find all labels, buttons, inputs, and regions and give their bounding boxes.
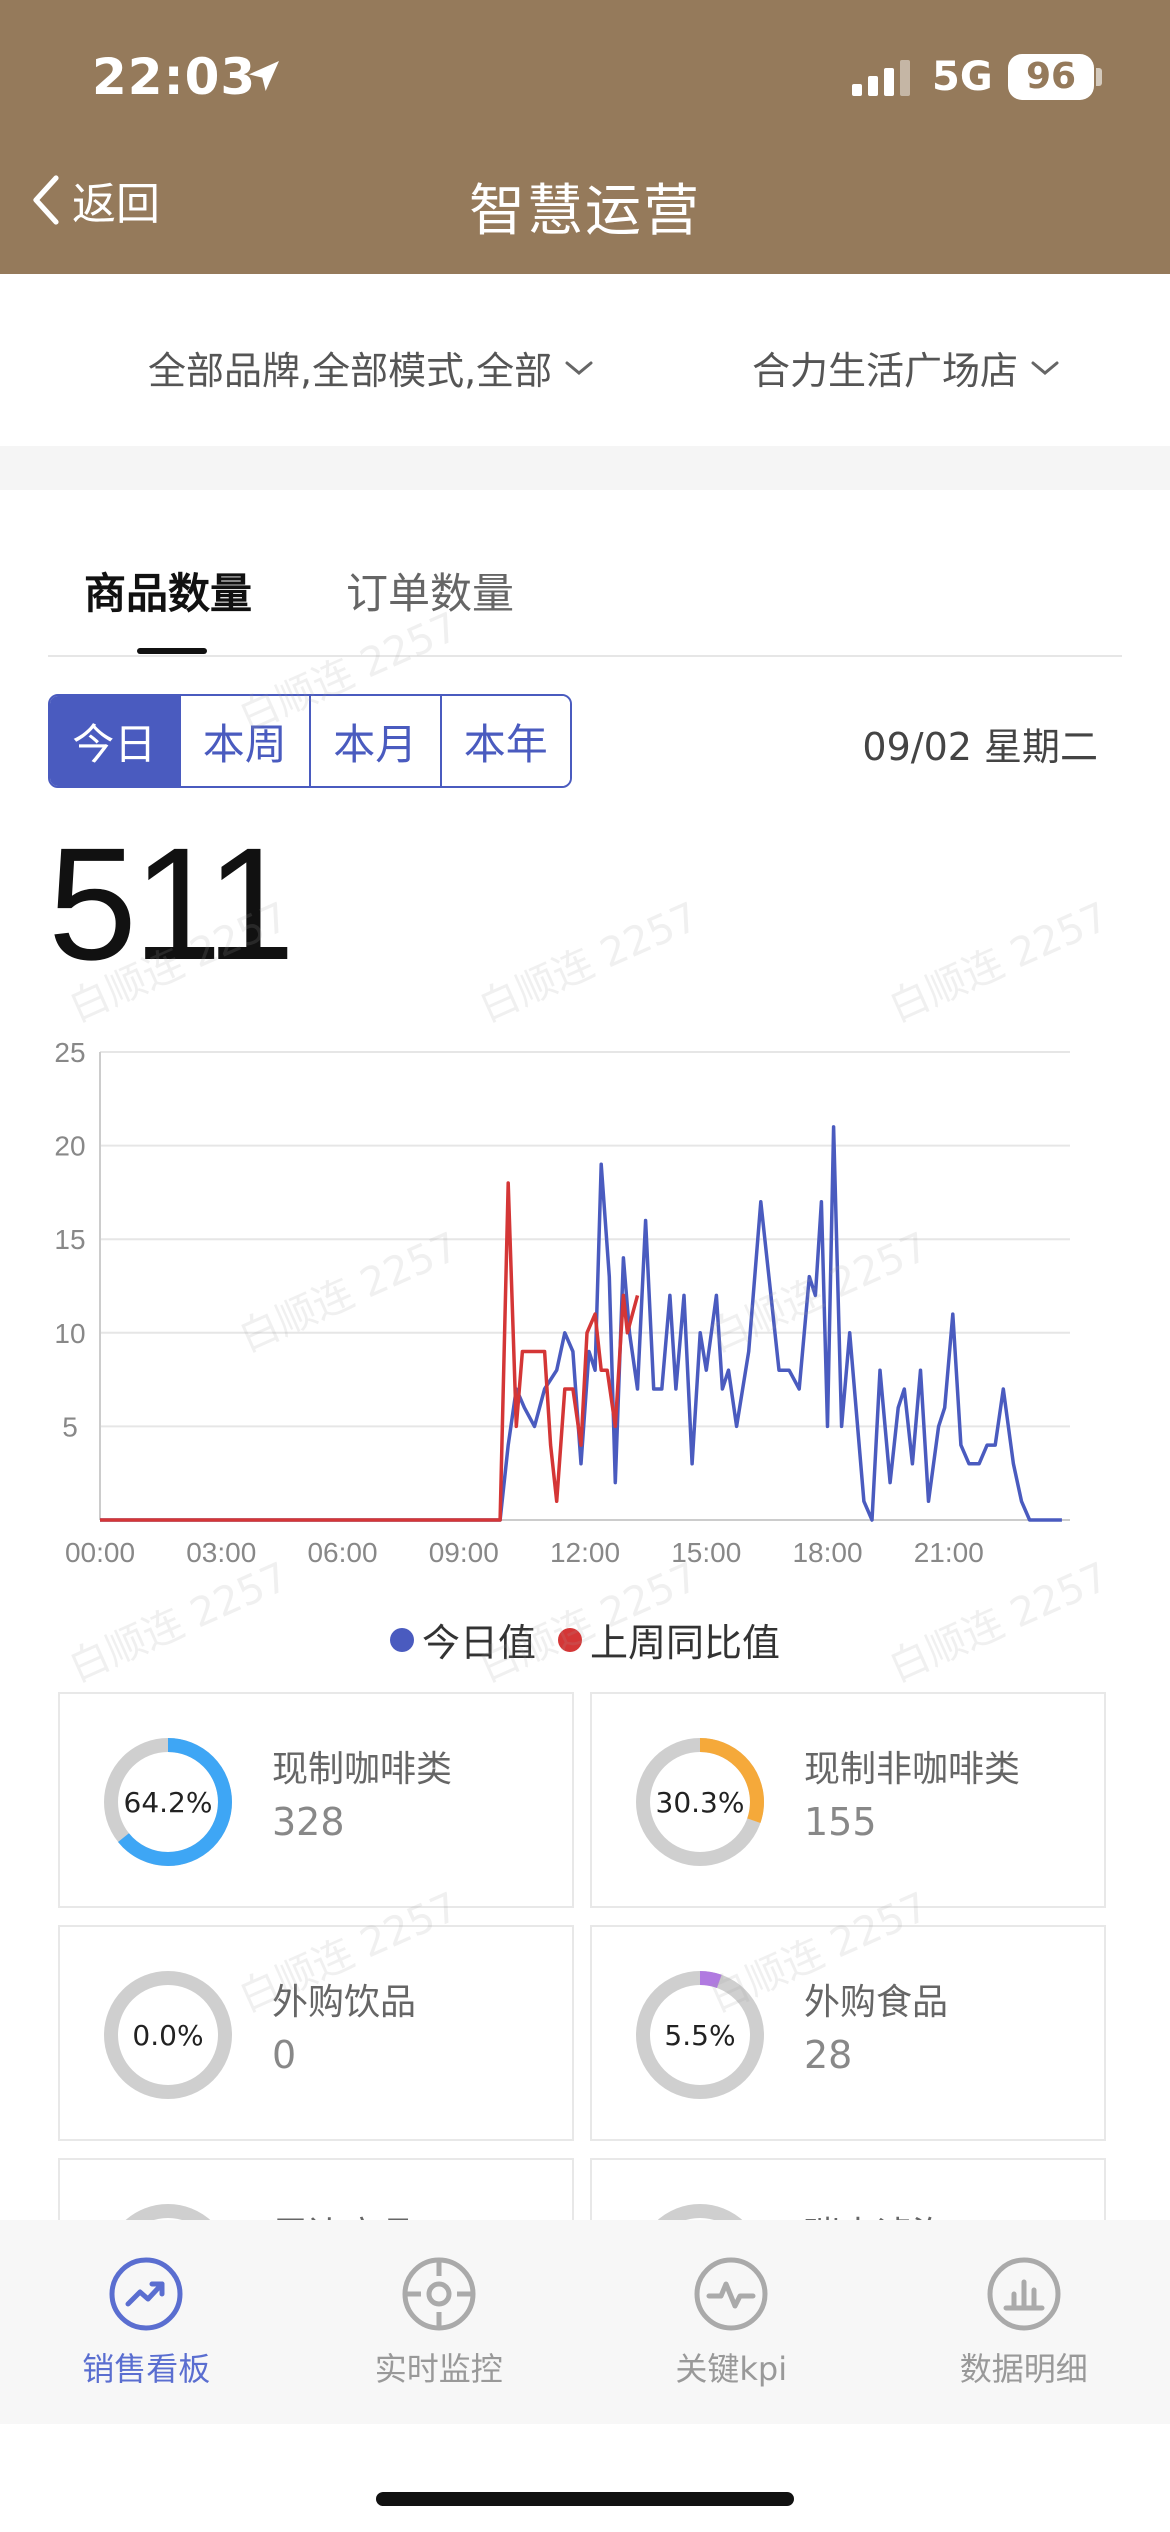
donut-chart [636, 1738, 764, 1866]
bottom-nav: 销售看板 实时监控 关键kpi 数据明细 [0, 2220, 1170, 2424]
legend-today-label: 今日值 [421, 1621, 536, 1665]
nav-label: 数据明细 [959, 2350, 1088, 2388]
legend-today-dot [389, 1627, 414, 1652]
crosshair-icon [402, 2257, 476, 2331]
x-tick-label: 03:00 [186, 1537, 256, 1568]
nav-label: 关键kpi [675, 2350, 788, 2388]
watermark: 白顺连 2257 [882, 893, 1116, 1032]
total-count: 511 [48, 814, 295, 993]
x-tick-label: 00:00 [65, 1537, 135, 1568]
tab-product-count[interactable]: 商品数量 [84, 569, 253, 618]
cellular-signal-icon [852, 60, 910, 96]
brand-mode-filter[interactable]: 全部品牌,全部模式,全部 [148, 340, 594, 395]
category-value: 0 [272, 2033, 297, 2077]
period-month-button[interactable]: 本月 [311, 696, 442, 786]
donut-percent: 5.5% [664, 2018, 736, 2052]
status-time: 22:03 [92, 48, 257, 106]
donut-track [104, 1971, 232, 2099]
current-date: 09/02 星期二 [862, 725, 1098, 769]
legend-last-week[interactable]: 上周同比值 [558, 1612, 780, 1667]
nav-key-kpi[interactable]: 关键kpi [585, 2220, 878, 2424]
category-card[interactable]: 5.5% 外购食品 28 [590, 1925, 1106, 2141]
legend-today[interactable]: 今日值 [389, 1612, 536, 1667]
legend-last-week-dot [558, 1627, 582, 1652]
filter-bar: 全部品牌,全部模式,全部 合力生活广场店 [0, 274, 1170, 446]
nav-realtime-monitor[interactable]: 实时监控 [293, 2220, 586, 2424]
period-week-button[interactable]: 本周 [180, 696, 311, 786]
hourly-line-chart: 5 10 15 20 25 00:00 03:00 06:00 09:00 12:00 15:00 1… [54, 1037, 1070, 1568]
category-name: 现制咖啡类 [272, 1749, 453, 1790]
section-divider [0, 446, 1170, 490]
chevron-down-icon [1031, 361, 1059, 375]
donut-arc [636, 1738, 764, 1866]
nav-data-detail[interactable]: 数据明细 [878, 2220, 1170, 2424]
nav-label: 销售看板 [82, 2350, 211, 2388]
nav-label: 实时监控 [374, 2350, 503, 2388]
y-tick-label: 20 [54, 1131, 85, 1162]
category-value: 155 [804, 1800, 877, 1844]
brand-mode-filter-label: 全部品牌,全部模式,全部 [148, 349, 553, 393]
y-tick-label: 5 [62, 1411, 78, 1442]
donut-percent: 0.0% [132, 2018, 204, 2052]
category-card[interactable]: 64.2% 现制咖啡类 328 [58, 1692, 574, 1908]
x-tick-label: 06:00 [307, 1537, 377, 1568]
back-label: 返回 [72, 179, 160, 230]
category-name: 外购饮品 [272, 1982, 417, 2023]
donut-chart [636, 1971, 764, 2099]
period-today-button[interactable]: 今日 [50, 696, 181, 786]
x-tick-label: 18:00 [792, 1537, 862, 1568]
x-tick-label: 09:00 [429, 1537, 499, 1568]
x-tick-label: 15:00 [671, 1537, 741, 1568]
store-filter[interactable]: 合力生活广场店 [752, 340, 1060, 395]
category-card[interactable]: 30.3% 现制非咖啡类 155 [590, 1692, 1106, 1908]
battery-cap [1096, 68, 1102, 86]
store-filter-label: 合力生活广场店 [752, 349, 1019, 393]
donut-percent: 64.2% [123, 1785, 213, 1819]
nav-sales-dashboard[interactable]: 销售看板 [0, 2220, 293, 2424]
legend-last-week-label: 上周同比值 [590, 1621, 781, 1665]
category-value: 28 [804, 2033, 853, 2077]
tab-order-count[interactable]: 订单数量 [346, 569, 515, 618]
donut-arc [104, 1738, 232, 1866]
bar-chart-icon [987, 2257, 1061, 2331]
category-name: 外购食品 [804, 1982, 949, 2023]
category-value: 328 [272, 1800, 345, 1844]
location-arrow-icon [249, 61, 279, 91]
chevron-down-icon [565, 361, 593, 375]
period-year-button[interactable]: 本年 [441, 696, 570, 786]
network-type: 5G [932, 54, 993, 100]
page-title: 智慧运营 [469, 179, 701, 244]
donut-percent: 30.3% [655, 1785, 745, 1819]
tab-divider [48, 655, 1122, 657]
chevron-left-icon [33, 175, 59, 225]
y-tick-label: 10 [54, 1318, 85, 1349]
series-line-today [100, 1125, 1062, 1522]
donut-chart [104, 1738, 232, 1866]
donut-chart [104, 1971, 232, 2099]
donut-arc [636, 1971, 764, 2099]
watermark: 白顺连 2257 [472, 893, 706, 1032]
home-indicator[interactable] [376, 2492, 794, 2506]
back-button[interactable]: 返回 [26, 170, 160, 230]
category-card[interactable]: 0.0% 外购饮品 0 [58, 1925, 574, 2141]
y-tick-label: 25 [54, 1037, 85, 1068]
category-name: 现制非咖啡类 [804, 1749, 1021, 1790]
app-header: 22:03 5G 96 返回 智慧运营 [0, 0, 1170, 274]
pulse-icon [694, 2257, 768, 2331]
x-tick-label: 12:00 [550, 1537, 620, 1568]
trend-chart-icon [109, 2257, 183, 2331]
period-selector: 今日 本周 本月 本年 [48, 694, 572, 788]
active-tab-indicator [137, 648, 207, 654]
x-tick-label: 21:00 [914, 1537, 984, 1568]
y-tick-label: 15 [54, 1224, 85, 1255]
chart-legend: 今日值 上周同比值 [0, 1612, 1170, 1667]
battery-indicator: 96 [1008, 54, 1094, 100]
series-line-last-week [100, 1181, 640, 1522]
